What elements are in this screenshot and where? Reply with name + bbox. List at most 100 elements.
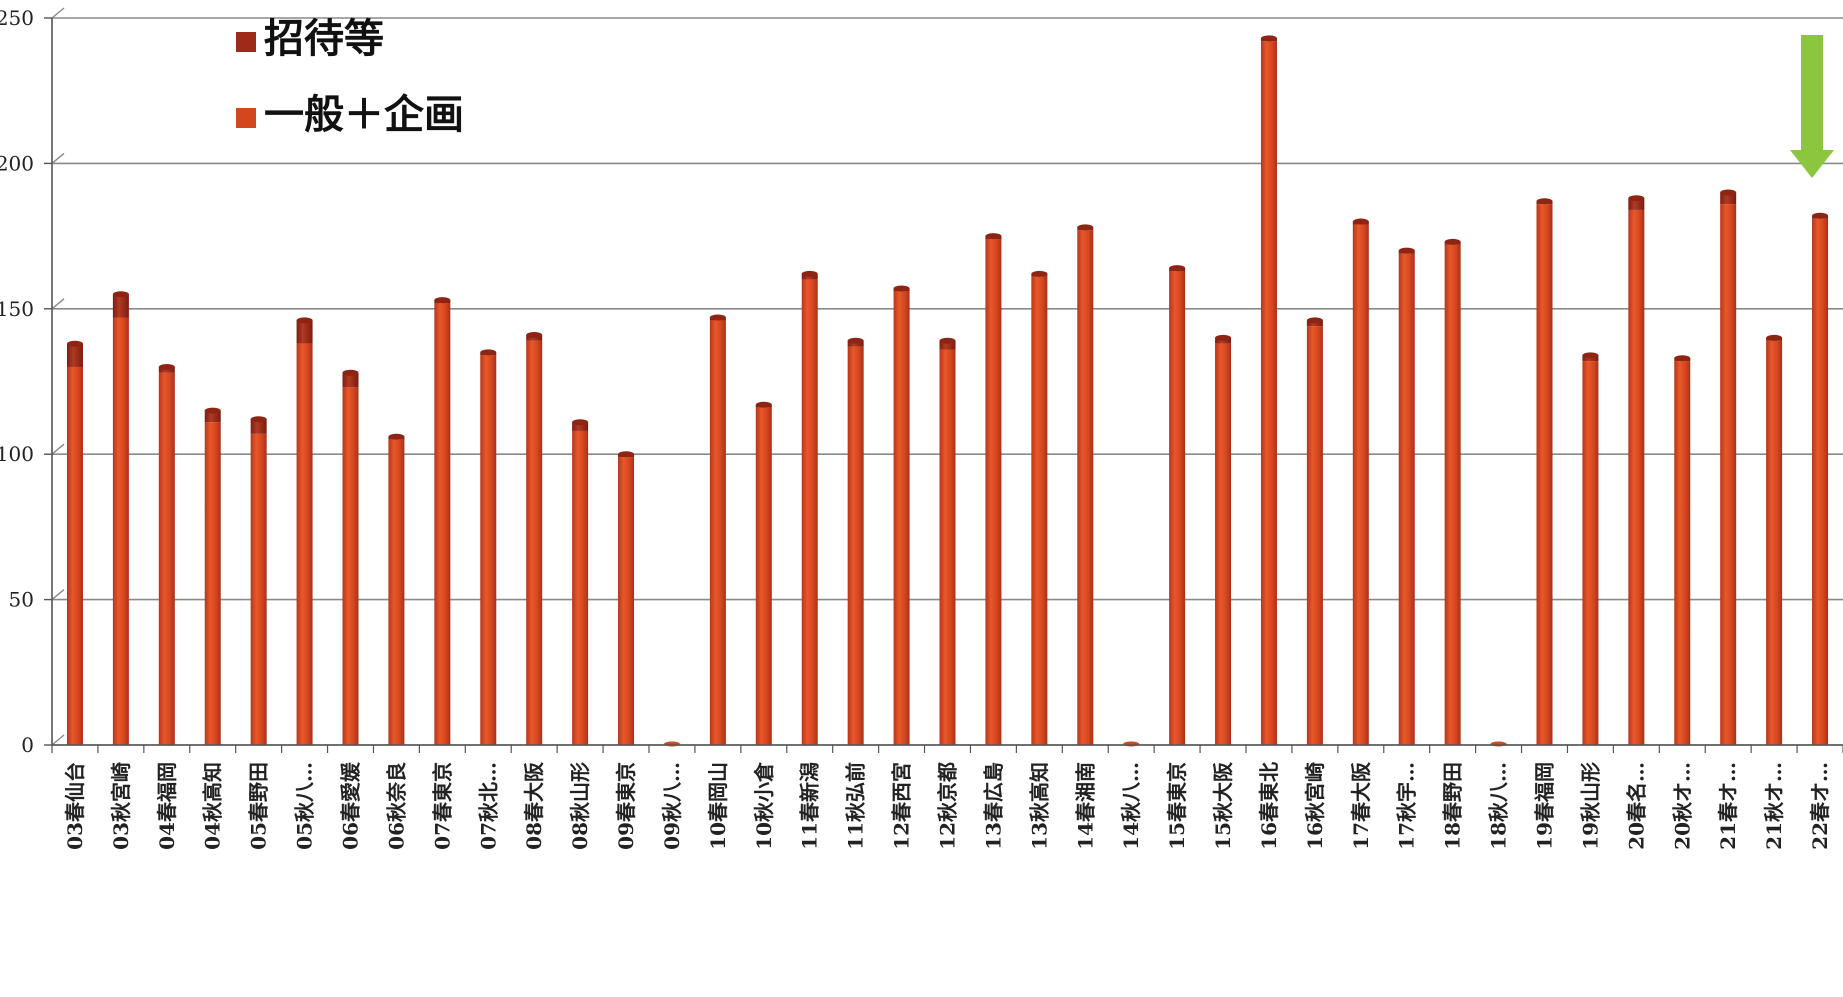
- bar-group: [939, 337, 956, 745]
- x-tick-label: 03秋宮崎: [109, 762, 133, 850]
- bar-general: [1031, 276, 1048, 745]
- bar-cap: [388, 433, 405, 440]
- bar-group: [1582, 352, 1599, 745]
- bar-cap: [847, 337, 864, 344]
- x-tick-label: 04春福岡: [155, 762, 179, 850]
- x-tick-label: 19春福岡: [1533, 762, 1557, 850]
- bar-cap: [204, 407, 221, 414]
- bar-general: [388, 439, 405, 745]
- bar-group: [1444, 238, 1461, 745]
- bar-invited: [1628, 198, 1645, 210]
- bar-group: [158, 363, 175, 745]
- bar-cap: [526, 331, 543, 338]
- bars: [66, 35, 1829, 747]
- bar-general: [755, 407, 772, 745]
- x-tick-label: 21春オ…: [1716, 762, 1740, 850]
- bar-general: [1077, 230, 1094, 745]
- bar-group: [1674, 355, 1691, 745]
- bar-group: [1720, 189, 1737, 745]
- bar-group: [1812, 212, 1829, 746]
- x-tick-label: 14秋八…: [1119, 762, 1143, 850]
- bar-general: [250, 433, 267, 745]
- gridline-stub: [51, 443, 65, 455]
- bar-group: [1031, 270, 1048, 745]
- bar-cap: [1306, 317, 1323, 324]
- x-tick-label: 15秋大阪: [1211, 761, 1235, 850]
- bar-group: [1169, 265, 1186, 745]
- x-tick-label: 14春湘南: [1073, 762, 1097, 850]
- bar-cap: [342, 369, 359, 376]
- x-tick-label: 07秋北…: [476, 762, 500, 850]
- bar-group: [893, 285, 910, 745]
- bar-general: [158, 372, 175, 745]
- bar-group: [1628, 195, 1645, 746]
- bar-group: [388, 433, 405, 745]
- bar-cap: [1766, 334, 1783, 341]
- gridline-stub: [51, 589, 65, 601]
- bar-general: [1215, 343, 1232, 745]
- bar-general: [709, 320, 726, 745]
- y-tick-label: 250: [0, 6, 34, 30]
- bar-cap: [1674, 355, 1691, 362]
- y-tick-label: 50: [9, 588, 34, 612]
- bar-general: [112, 317, 129, 745]
- bar-group: [847, 337, 864, 745]
- bar-group: [1306, 317, 1323, 745]
- bar-group: [1766, 334, 1783, 745]
- bar-cap: [434, 297, 451, 304]
- bar-group: [66, 340, 83, 745]
- bar-invited: [939, 340, 956, 350]
- bar-group: [1398, 247, 1415, 745]
- x-tick-label: 16秋宮崎: [1303, 762, 1327, 850]
- bar-group: [1352, 218, 1369, 745]
- bar-group: [526, 331, 543, 745]
- x-tick-label: 13秋高知: [1027, 762, 1051, 850]
- bar-group: [250, 416, 267, 745]
- bar-group: [296, 317, 313, 745]
- bar-invited: [250, 419, 267, 434]
- x-tick-label: 06秋奈良: [384, 762, 408, 850]
- bar-group: [1260, 35, 1277, 746]
- legend-label-invited: 招待等: [264, 16, 384, 62]
- bar-cap: [480, 349, 497, 356]
- legend: 招待等 一般＋企画: [236, 16, 464, 138]
- bar-group: [755, 401, 772, 745]
- bar-invited: [204, 410, 221, 423]
- x-tick-label: 04秋高知: [201, 762, 225, 850]
- bar-general: [1306, 326, 1323, 745]
- bar-cap: [1215, 334, 1232, 341]
- bar-group: [204, 407, 221, 745]
- x-tick-label: 15春東京: [1165, 762, 1189, 850]
- bar-general: [893, 291, 910, 745]
- bar-general: [1536, 204, 1553, 745]
- x-tick-label: 16春東北: [1257, 762, 1281, 850]
- bar-cap: [801, 270, 818, 277]
- bar-group: [618, 451, 635, 745]
- x-tick-label: 08春大阪: [522, 761, 546, 850]
- bar-cap: [1260, 35, 1277, 42]
- bar-cap: [985, 233, 1002, 240]
- bar-general: [204, 422, 221, 745]
- gridline-stub: [51, 152, 65, 164]
- x-tick-label: 07春東京: [430, 762, 454, 850]
- x-tick-label: 08秋山形: [568, 762, 592, 850]
- bar-cap: [250, 416, 267, 423]
- down-arrow-icon: [1790, 35, 1834, 178]
- x-tick-label: 11春新潟: [798, 762, 822, 850]
- bar-cap: [572, 419, 589, 426]
- bar-cap: [66, 340, 83, 347]
- bar-cap: [893, 285, 910, 292]
- bar-general: [434, 302, 451, 745]
- y-tick-label: 200: [0, 151, 34, 175]
- bar-general: [801, 279, 818, 745]
- x-tick-label: 21秋オ…: [1762, 762, 1786, 850]
- x-tick-label: 06春愛媛: [339, 761, 363, 850]
- x-tick-label: 17秋宇…: [1395, 762, 1419, 850]
- bar-general: [342, 387, 359, 745]
- gridline-stub: [51, 298, 65, 310]
- x-tick-label: 13春広島: [981, 762, 1005, 850]
- gridline-stub: [51, 7, 65, 19]
- bar-general: [1444, 244, 1461, 745]
- bar-cap: [1031, 270, 1048, 277]
